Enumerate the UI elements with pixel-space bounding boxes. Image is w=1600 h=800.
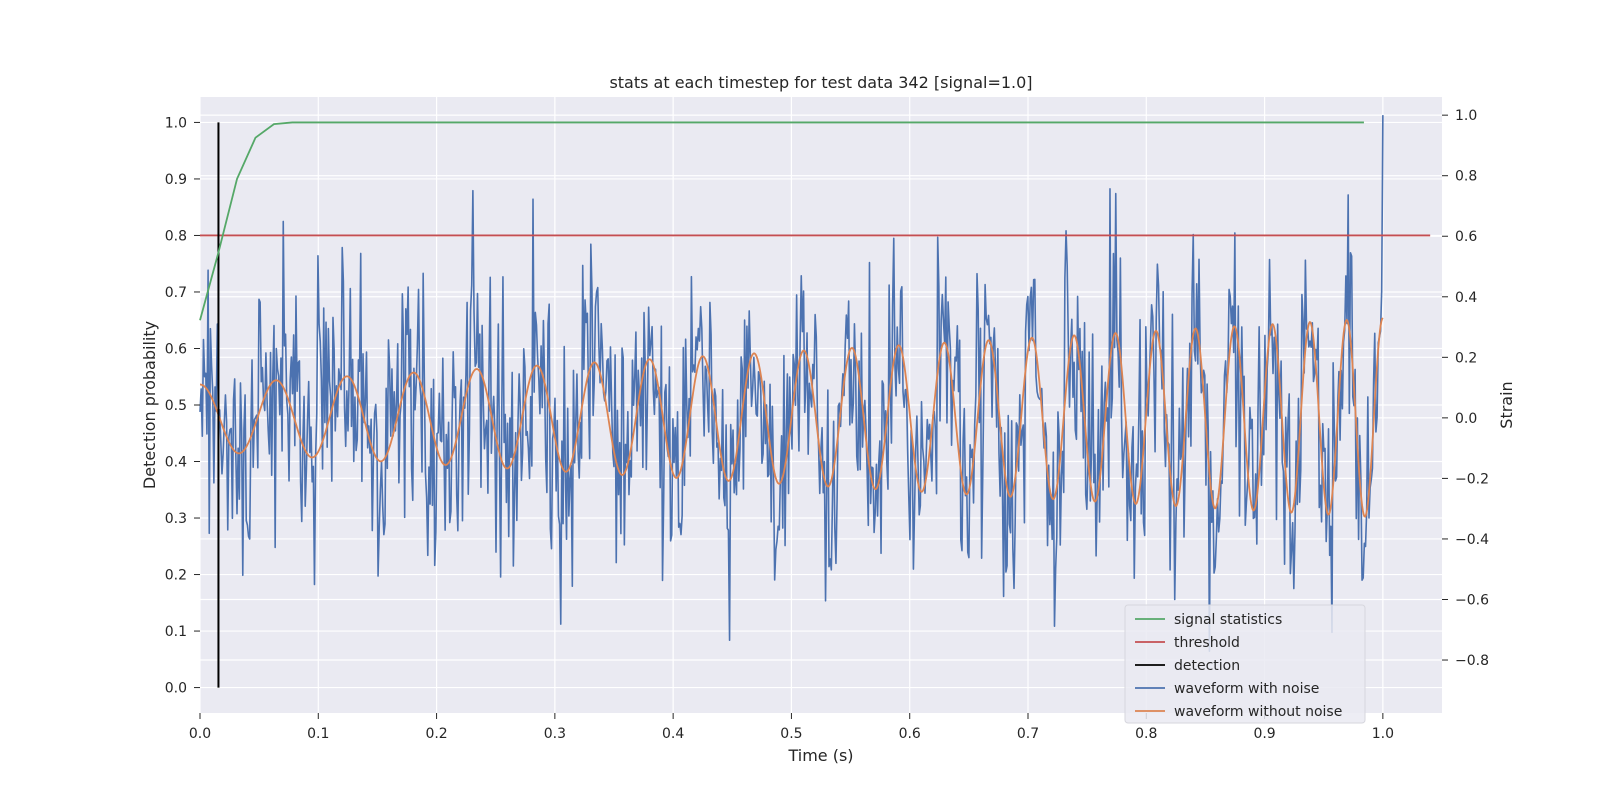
legend-label: detection bbox=[1174, 658, 1240, 674]
y-right-tick-label: 0.2 bbox=[1455, 350, 1477, 366]
y-right-tick-label: 0.8 bbox=[1455, 169, 1477, 185]
axes: 0.0 0.1 0.2 0.3 0.4 0.5 0.6 0.7 0.8 0.9 1.0 0.0 0.1 0… bbox=[165, 108, 1489, 742]
series-waveform-without-noise bbox=[199, 317, 1384, 518]
x-tick-label: 0.4 bbox=[662, 726, 684, 742]
x-tick-label: 0.2 bbox=[425, 726, 447, 742]
y-left-tick-label: 1.0 bbox=[165, 115, 187, 131]
x-tick-label: 0.7 bbox=[1017, 726, 1039, 742]
chart-title: stats at each timestep for test data 342… bbox=[609, 73, 1032, 92]
y-left-tick-label: 0.9 bbox=[165, 172, 187, 188]
y-right-tick-label: 0.6 bbox=[1455, 229, 1477, 245]
series-layer bbox=[199, 115, 1431, 688]
x-tick-label: 0.5 bbox=[780, 726, 802, 742]
y-right-tick-label: −0.8 bbox=[1455, 653, 1489, 669]
y-left-tick-label: 0.4 bbox=[165, 455, 187, 471]
y-axis-left-label: Detection probability bbox=[140, 321, 159, 489]
y-left-tick-label: 0.3 bbox=[165, 511, 187, 527]
x-axis-label: Time (s) bbox=[787, 746, 853, 765]
legend-label: threshold bbox=[1174, 635, 1240, 651]
series-waveform-with-noise bbox=[199, 115, 1384, 652]
y-left-tick-label: 0.8 bbox=[165, 228, 187, 244]
legend-label: waveform with noise bbox=[1174, 681, 1319, 697]
y-left-tick-label: 0.2 bbox=[165, 568, 187, 584]
legend-label: signal statistics bbox=[1174, 612, 1282, 628]
y-right-tick-label: 0.4 bbox=[1455, 290, 1477, 306]
legend-label: waveform without noise bbox=[1174, 704, 1342, 720]
y-right-tick-label: −0.2 bbox=[1455, 471, 1489, 487]
x-tick-label: 0.9 bbox=[1253, 726, 1275, 742]
x-tick-label: 0.6 bbox=[899, 726, 921, 742]
series-signal-statistics bbox=[199, 121, 1364, 321]
y-right-tick-label: −0.4 bbox=[1455, 532, 1489, 548]
y-right-tick-label: 1.0 bbox=[1455, 108, 1477, 124]
y-right-tick-label: −0.6 bbox=[1455, 592, 1489, 608]
x-tick-label: 0.8 bbox=[1135, 726, 1157, 742]
y-axis-right-label: Strain bbox=[1497, 381, 1516, 428]
legend: signal statistics threshold detection wavef… bbox=[1124, 604, 1366, 724]
legend-box bbox=[1124, 604, 1366, 724]
y-left-tick-label: 0.0 bbox=[165, 681, 187, 697]
y-left-tick-label: 0.5 bbox=[165, 398, 187, 414]
x-tick-label: 0.1 bbox=[307, 726, 329, 742]
x-tick-label: 1.0 bbox=[1372, 726, 1394, 742]
x-tick-label: 0.3 bbox=[544, 726, 566, 742]
y-right-tick-label: 0.0 bbox=[1455, 411, 1477, 427]
y-left-tick-label: 0.7 bbox=[165, 285, 187, 301]
y-left-tick-label: 0.1 bbox=[165, 624, 187, 640]
x-tick-label: 0.0 bbox=[189, 726, 211, 742]
y-left-tick-label: 0.6 bbox=[165, 341, 187, 357]
